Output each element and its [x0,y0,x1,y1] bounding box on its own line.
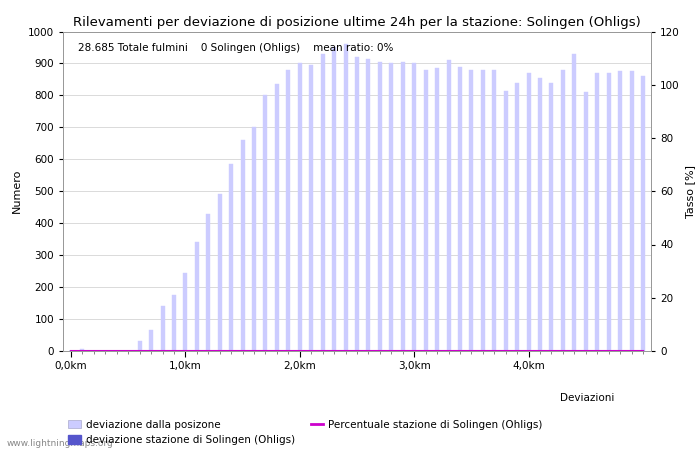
Bar [481,70,485,351]
Bar [412,63,416,351]
Bar [629,72,634,351]
Bar [218,194,222,351]
Bar [263,95,267,351]
Y-axis label: Tasso [%]: Tasso [%] [685,165,695,218]
Bar [504,90,508,351]
Bar [607,73,610,351]
Bar [618,72,622,351]
Legend: deviazione dalla posizone, deviazione stazione di Solingen (Ohligs), Percentuale: deviazione dalla posizone, deviazione st… [68,419,542,445]
Bar [526,73,531,351]
Bar [344,44,348,351]
Bar [561,70,565,351]
Bar [389,63,393,351]
Bar [138,342,141,351]
Bar [584,92,588,351]
Bar [183,273,188,351]
Title: Rilevamenti per deviazione di posizione ultime 24h per la stazione: Solingen (Oh: Rilevamenti per deviazione di posizione … [73,16,641,29]
Bar [366,58,370,351]
Bar [229,164,233,351]
Bar [252,127,256,351]
Bar [241,140,244,351]
Bar [641,76,645,351]
Bar [275,84,279,351]
Bar [80,349,85,351]
Text: Deviazioni: Deviazioni [560,393,615,403]
Bar [447,60,451,351]
Bar [206,214,210,351]
Bar [424,70,428,351]
Bar [378,62,382,351]
Bar [321,54,325,351]
Y-axis label: Numero: Numero [13,169,22,213]
Bar [515,83,519,351]
Bar [435,68,439,351]
Bar [573,54,576,351]
Bar [286,70,290,351]
Bar [470,70,473,351]
Text: www.lightningmaps.org: www.lightningmaps.org [7,439,113,448]
Bar [458,67,462,351]
Bar [492,70,496,351]
Bar [298,63,302,351]
Bar [172,295,176,351]
Bar [149,330,153,351]
Bar [595,73,599,351]
Bar [195,243,199,351]
Bar [401,62,405,351]
Bar [550,83,554,351]
Bar [355,57,359,351]
Text: 28.685 Totale fulmini    0 Solingen (Ohligs)    mean ratio: 0%: 28.685 Totale fulmini 0 Solingen (Ohligs… [78,43,393,53]
Bar [309,65,313,351]
Bar [538,78,542,351]
Bar [160,306,164,351]
Bar [332,47,336,351]
